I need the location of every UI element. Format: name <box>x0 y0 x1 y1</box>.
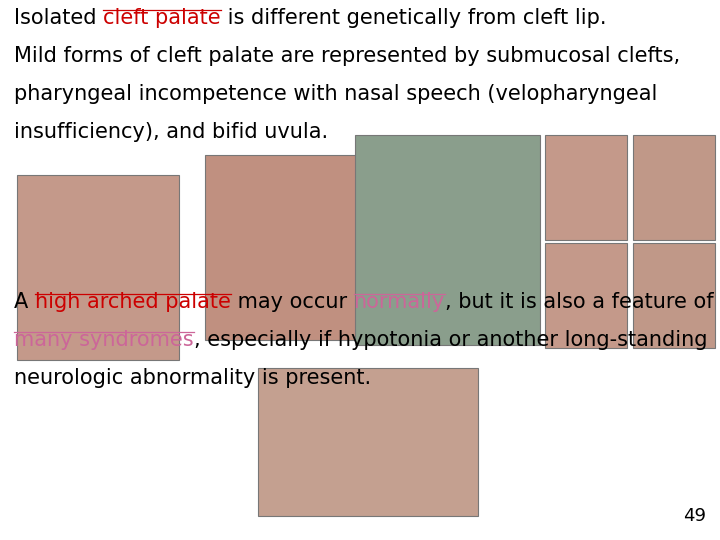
Bar <box>633 135 715 240</box>
Text: pharyngeal incompetence with nasal speech (velopharyngeal: pharyngeal incompetence with nasal speec… <box>14 84 657 104</box>
Text: , especially if hypotonia or another long-standing: , especially if hypotonia or another lon… <box>194 330 707 350</box>
Text: 49: 49 <box>683 507 706 525</box>
Text: is different genetically from cleft lip.: is different genetically from cleft lip. <box>221 8 606 28</box>
Text: many syndromes: many syndromes <box>14 330 194 350</box>
Text: normally: normally <box>354 292 445 312</box>
Text: may occur: may occur <box>230 292 354 312</box>
Bar <box>205 155 360 340</box>
Bar <box>545 243 627 348</box>
Text: Mild forms of cleft palate are represented by submucosal clefts,: Mild forms of cleft palate are represent… <box>14 46 680 66</box>
Text: , but it is also a feature of: , but it is also a feature of <box>445 292 714 312</box>
Bar <box>258 368 478 516</box>
Text: neurologic abnormality is present.: neurologic abnormality is present. <box>14 368 371 388</box>
Bar <box>17 175 179 360</box>
Text: high arched palate: high arched palate <box>35 292 230 312</box>
Bar <box>545 135 627 240</box>
Text: Isolated: Isolated <box>14 8 103 28</box>
Text: cleft palate: cleft palate <box>103 8 221 28</box>
Bar <box>355 135 540 345</box>
Text: insufficiency), and bifid uvula.: insufficiency), and bifid uvula. <box>14 122 328 142</box>
Bar <box>633 243 715 348</box>
Text: A: A <box>14 292 35 312</box>
